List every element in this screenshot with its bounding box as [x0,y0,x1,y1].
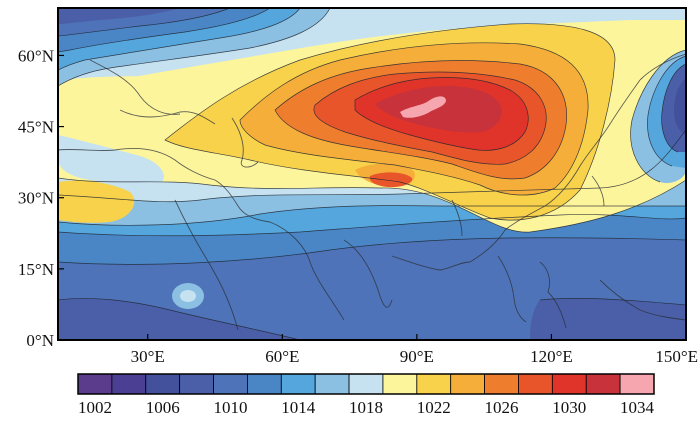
field-cell-arabia-1016 [180,290,196,302]
field-band-1032 [375,86,502,133]
colorbar-swatch [619,373,655,395]
field-low-ne-1004 [674,78,686,134]
colorbar [77,373,655,395]
lat-tick-label: 0°N [26,331,54,350]
colorbar-label: 1018 [349,398,383,417]
lon-tick-label: 90°E [400,347,434,366]
colorbar-swatch [280,373,316,395]
lat-tick-label: 60°N [18,46,54,65]
colorbar-swatch [450,373,485,395]
lon-tick-label: 150°E [655,347,698,366]
colorbar-swatch [585,373,621,395]
colorbar-swatch [416,373,452,395]
field-cell-med-1018 [58,135,164,186]
lat-tick-label: 45°N [18,118,54,137]
coastlines [58,53,686,331]
colorbar-frame [77,373,655,395]
colorbar-swatch [145,373,181,395]
colorbar-label: 1010 [213,398,248,417]
colorbar-label: 1014 [281,398,316,417]
colorbar-swatch [213,373,248,395]
colorbar-label: 1006 [145,398,180,417]
colorbar-swatch [247,373,282,395]
colorbar-swatch [348,373,384,395]
colorbar-swatch [382,373,418,395]
lon-tick-label: 30°E [131,347,165,366]
longitude-axis: 30°E 60°E 90°E 120°E 150°E [131,334,698,366]
pressure-field [58,8,686,340]
colorbar-label: 1022 [416,398,451,417]
colorbar-label: 1030 [552,398,587,417]
latitude-axis: 0°N 15°N 30°N 45°N 60°N [18,46,64,350]
colorbar-label: 1002 [77,398,112,417]
field-cell-west-1022 [58,180,135,223]
field-cell-europe-1020 [58,76,223,104]
lon-tick-label: 60°E [265,347,299,366]
colorbar-swatch [111,373,147,395]
lon-tick-label: 120°E [530,347,573,366]
colorbar-label: 1034 [620,398,655,417]
map-frame [57,7,687,341]
colorbar-swatch [484,373,519,395]
colorbar-swatch [179,373,214,395]
colorbar-label: 1026 [484,398,519,417]
field-low-pacific-1008 [530,298,686,340]
colorbar-swatch [77,373,113,395]
field-cell-tibet-1026 [369,172,413,188]
colorbar-swatch [551,373,587,395]
field-low-north-1008 [58,8,180,24]
lat-tick-label: 30°N [18,189,54,208]
colorbar-swatch [518,373,553,395]
field-band-1034 [400,96,446,118]
lat-tick-label: 15°N [18,260,54,279]
colorbar-swatch [314,373,350,395]
field-low-africa-1008 [58,298,300,340]
